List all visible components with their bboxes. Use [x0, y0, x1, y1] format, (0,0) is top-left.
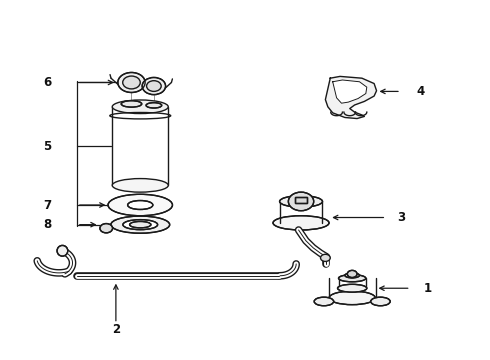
Text: 7: 7 [44, 198, 52, 212]
Ellipse shape [112, 179, 168, 192]
Ellipse shape [146, 103, 162, 108]
Text: 8: 8 [44, 218, 52, 231]
Ellipse shape [108, 194, 172, 216]
Ellipse shape [280, 196, 322, 207]
Circle shape [122, 76, 140, 89]
Ellipse shape [314, 297, 334, 306]
Ellipse shape [339, 275, 366, 282]
Circle shape [100, 224, 113, 233]
Text: 1: 1 [424, 282, 432, 295]
Circle shape [320, 254, 330, 261]
Text: 5: 5 [44, 140, 52, 153]
Ellipse shape [338, 284, 367, 292]
Bar [295, 197, 307, 203]
Ellipse shape [129, 221, 151, 228]
Ellipse shape [345, 273, 360, 278]
Text: 6: 6 [44, 76, 52, 89]
Text: 3: 3 [397, 211, 405, 224]
Ellipse shape [123, 220, 158, 230]
Circle shape [142, 77, 166, 95]
Text: 2: 2 [112, 323, 120, 336]
Bar [295, 197, 307, 203]
Ellipse shape [57, 246, 68, 256]
Ellipse shape [273, 216, 329, 230]
Circle shape [347, 270, 357, 278]
Text: 4: 4 [416, 85, 424, 98]
Circle shape [147, 81, 161, 91]
Circle shape [118, 72, 145, 93]
Ellipse shape [371, 297, 390, 306]
Ellipse shape [112, 100, 168, 113]
Circle shape [288, 192, 314, 211]
Polygon shape [325, 76, 376, 118]
Ellipse shape [127, 201, 153, 210]
Ellipse shape [121, 101, 142, 107]
Ellipse shape [329, 291, 375, 305]
Ellipse shape [111, 216, 170, 233]
Polygon shape [333, 80, 367, 103]
